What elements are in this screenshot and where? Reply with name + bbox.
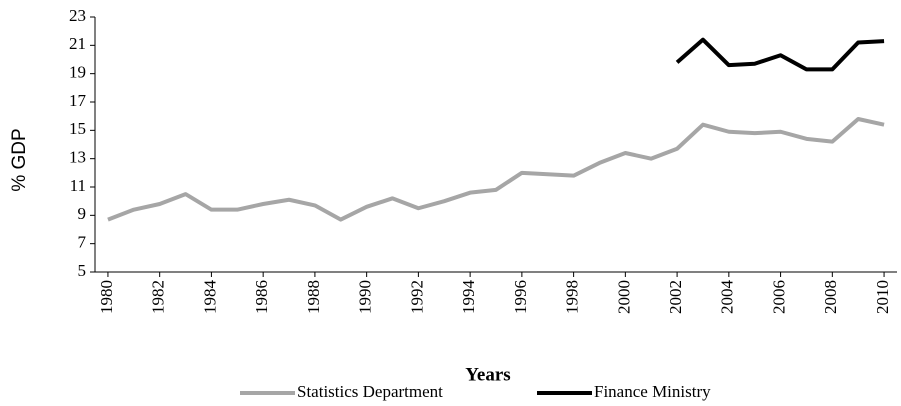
y-tick-label: 19 xyxy=(69,63,86,82)
x-tick-label: 2006 xyxy=(769,280,788,314)
y-tick-label: 23 xyxy=(69,6,86,25)
y-tick-label: 11 xyxy=(70,176,86,195)
legend-label: Statistics Department xyxy=(297,382,443,401)
x-tick-label: 1990 xyxy=(356,280,375,314)
x-tick-label: 2008 xyxy=(821,280,840,314)
x-tick-label: 1986 xyxy=(252,280,271,314)
x-tick-label: 2000 xyxy=(614,280,633,314)
x-tick-label: 2002 xyxy=(666,280,685,314)
legend-label: Finance Ministry xyxy=(594,382,711,401)
y-tick-label: 9 xyxy=(78,204,87,223)
x-tick-label: 2010 xyxy=(873,280,892,314)
x-tick-label: 2004 xyxy=(718,280,737,315)
y-tick-label: 5 xyxy=(78,261,87,280)
series-line xyxy=(675,37,885,72)
x-tick-label: 1988 xyxy=(304,280,323,314)
x-axis-label: Years xyxy=(465,364,510,385)
x-tick-label: 1992 xyxy=(407,280,426,314)
y-tick-label: 21 xyxy=(69,34,86,53)
x-tick-label: 1998 xyxy=(563,280,582,314)
y-tick-label: 15 xyxy=(69,119,86,138)
y-tick-label: 7 xyxy=(78,233,87,252)
y-tick-label: 17 xyxy=(69,91,87,110)
x-tick-label: 1994 xyxy=(459,280,478,315)
x-tick-label: 1984 xyxy=(200,280,219,315)
y-tick-label: 13 xyxy=(69,148,86,167)
x-tick-label: 1996 xyxy=(511,280,530,314)
y-axis-label: % GDP xyxy=(9,128,30,191)
x-tick-label: 1982 xyxy=(149,280,168,314)
x-tick-label: 1980 xyxy=(97,280,116,314)
series-line xyxy=(107,117,885,222)
